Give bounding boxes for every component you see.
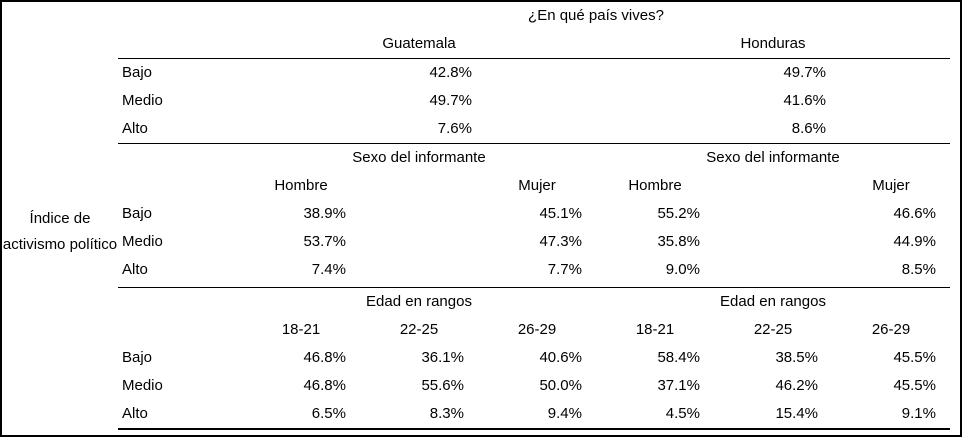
table-content: ¿En qué país vives? Guatemala Honduras B…	[118, 2, 950, 430]
sexo-subheader-row: Hombre Mujer Hombre Mujer	[118, 172, 950, 200]
value-total-medio-honduras: 41.6%	[783, 92, 826, 109]
value-edad-bajo-h-18-21: 58.4%	[657, 349, 700, 366]
divider	[118, 143, 950, 144]
value-sexo-medio-g-mujer: 47.3%	[539, 233, 582, 250]
col-header-honduras: Honduras	[740, 35, 806, 52]
banner-title-sexo-honduras: Sexo del informante	[706, 149, 840, 166]
row-label-alto: Alto	[122, 120, 148, 137]
value-edad-medio-g-26-29: 50.0%	[539, 377, 582, 394]
col-header-mujer-guatemala: Mujer	[518, 177, 556, 194]
col-header-22-25-honduras: 22-25	[753, 321, 793, 338]
row-label-bajo: Bajo	[122, 64, 153, 81]
table-row-sexo-alto: Alto 7.4% 7.7% 9.0% 8.5%	[118, 256, 950, 284]
value-sexo-bajo-g-mujer: 45.1%	[539, 205, 582, 222]
table-row-sexo-medio: Medio 53.7% 47.3% 35.8% 44.9%	[118, 228, 950, 256]
col-header-18-21-honduras: 18-21	[635, 321, 675, 338]
row-label-medio: Medio	[122, 92, 163, 109]
value-sexo-alto-g-mujer: 7.7%	[547, 261, 582, 278]
row-label-medio: Medio	[122, 233, 163, 250]
table-row-total-bajo: Bajo 42.8% 49.7%	[118, 59, 950, 87]
table-row-edad-alto: Alto 6.5% 8.3% 9.4% 4.5% 15.4% 9.1%	[118, 400, 950, 428]
col-header-hombre-guatemala: Hombre	[274, 177, 328, 194]
table-row-total-medio: Medio 49.7% 41.6%	[118, 87, 950, 115]
value-sexo-alto-h-mujer: 8.5%	[901, 261, 936, 278]
value-edad-bajo-g-22-25: 36.1%	[421, 349, 464, 366]
row-label-bajo: Bajo	[122, 205, 153, 222]
banner-title-sexo-guatemala: Sexo del informante	[352, 149, 486, 166]
banner-title-country: ¿En qué país vives?	[528, 7, 664, 24]
value-sexo-medio-h-mujer: 44.9%	[893, 233, 936, 250]
value-edad-alto-h-22-25: 15.4%	[775, 405, 818, 422]
value-edad-alto-h-26-29: 9.1%	[901, 405, 936, 422]
value-edad-alto-h-18-21: 4.5%	[665, 405, 700, 422]
edad-banner-row: Edad en rangos Edad en rangos	[118, 288, 950, 316]
value-edad-medio-h-26-29: 45.5%	[893, 377, 936, 394]
value-edad-bajo-g-18-21: 46.8%	[303, 349, 346, 366]
country-header-row: Guatemala Honduras	[118, 30, 950, 58]
value-sexo-medio-g-hombre: 53.7%	[303, 233, 346, 250]
value-edad-alto-g-26-29: 9.4%	[547, 405, 582, 422]
value-total-bajo-guatemala: 42.8%	[429, 64, 472, 81]
table-row-edad-medio: Medio 46.8% 55.6% 50.0% 37.1% 46.2% 45.5…	[118, 372, 950, 400]
row-label-alto: Alto	[122, 261, 148, 278]
value-edad-bajo-g-26-29: 40.6%	[539, 349, 582, 366]
table-row-edad-bajo: Bajo 46.8% 36.1% 40.6% 58.4% 38.5% 45.5%	[118, 344, 950, 372]
value-edad-medio-h-22-25: 46.2%	[775, 377, 818, 394]
divider	[118, 287, 950, 288]
value-edad-bajo-h-26-29: 45.5%	[893, 349, 936, 366]
value-edad-medio-h-18-21: 37.1%	[657, 377, 700, 394]
value-sexo-bajo-g-hombre: 38.9%	[303, 205, 346, 222]
col-header-26-29-guatemala: 26-29	[517, 321, 557, 338]
divider	[118, 58, 950, 59]
banner-title-edad-honduras: Edad en rangos	[720, 293, 826, 310]
banner-title-edad-guatemala: Edad en rangos	[366, 293, 472, 310]
value-total-medio-guatemala: 49.7%	[429, 92, 472, 109]
value-total-bajo-honduras: 49.7%	[783, 64, 826, 81]
value-edad-medio-g-22-25: 55.6%	[421, 377, 464, 394]
col-header-26-29-honduras: 26-29	[871, 321, 911, 338]
value-sexo-alto-g-hombre: 7.4%	[311, 261, 346, 278]
value-total-alto-honduras: 8.6%	[791, 120, 826, 137]
value-edad-bajo-h-22-25: 38.5%	[775, 349, 818, 366]
row-label-alto: Alto	[122, 405, 148, 422]
col-header-mujer-honduras: Mujer	[872, 177, 910, 194]
col-header-guatemala: Guatemala	[382, 35, 456, 52]
value-sexo-bajo-h-hombre: 55.2%	[657, 205, 700, 222]
row-dimension-label: Índice de activismo político	[2, 210, 118, 253]
table-row-total-alto: Alto 7.6% 8.6%	[118, 115, 950, 143]
value-edad-alto-g-22-25: 8.3%	[429, 405, 464, 422]
sexo-banner-row: Sexo del informante Sexo del informante	[118, 144, 950, 172]
value-edad-alto-g-18-21: 6.5%	[311, 405, 346, 422]
value-sexo-medio-h-hombre: 35.8%	[657, 233, 700, 250]
value-total-alto-guatemala: 7.6%	[437, 120, 472, 137]
col-header-hombre-honduras: Hombre	[628, 177, 682, 194]
value-edad-medio-g-18-21: 46.8%	[303, 377, 346, 394]
divider	[118, 428, 950, 430]
row-label-medio: Medio	[122, 377, 163, 394]
col-header-18-21-guatemala: 18-21	[281, 321, 321, 338]
row-label-bajo: Bajo	[122, 349, 153, 366]
value-sexo-bajo-h-mujer: 46.6%	[893, 205, 936, 222]
col-header-22-25-guatemala: 22-25	[399, 321, 439, 338]
edad-subheader-row: 18-21 22-25 26-29 18-21 22-25 26-29	[118, 316, 950, 344]
value-sexo-alto-h-hombre: 9.0%	[665, 261, 700, 278]
table-row-sexo-bajo: Bajo 38.9% 45.1% 55.2% 46.6%	[118, 200, 950, 228]
title-row: ¿En qué país vives?	[118, 2, 950, 30]
